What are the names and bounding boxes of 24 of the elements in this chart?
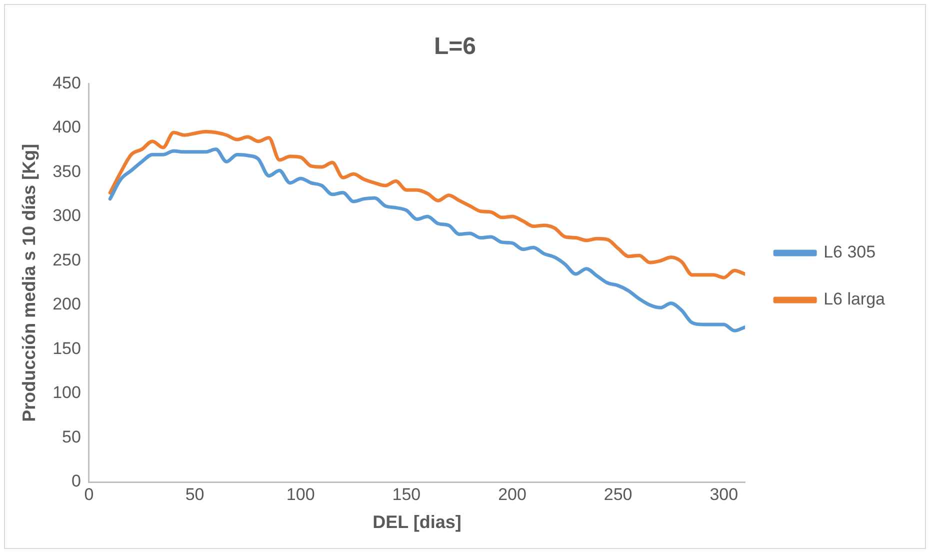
- x-tick-label: 250: [604, 484, 632, 504]
- x-tick-label: 300: [710, 484, 738, 504]
- line-series: [108, 130, 746, 280]
- line-series: [108, 148, 746, 332]
- x-tick-label: 200: [498, 484, 526, 504]
- y-tick-label: 50: [62, 427, 81, 446]
- y-tick-label: 200: [52, 294, 81, 314]
- x-axis-title: DEL [dias]: [372, 512, 462, 532]
- y-tick-label: 0: [71, 472, 81, 491]
- legend-label: L6 larga: [824, 290, 886, 309]
- x-tick-label: 100: [286, 484, 315, 504]
- x-tick-label: 50: [185, 484, 204, 504]
- y-axis-title: Producción media s 10 días [Kg]: [18, 144, 39, 422]
- y-tick-label: 350: [52, 162, 81, 181]
- chart-title: L=6: [434, 33, 476, 60]
- x-tick-label: 0: [84, 484, 94, 504]
- y-tick-label: 100: [52, 383, 81, 402]
- y-tick-label: 300: [52, 206, 81, 226]
- y-tick-label: 250: [52, 250, 81, 270]
- y-tick-label: 150: [52, 338, 81, 358]
- x-tick-label: 150: [392, 484, 421, 504]
- legend-label: L6 305: [824, 242, 876, 262]
- y-tick-label: 400: [52, 118, 81, 137]
- y-tick-label: 450: [52, 73, 81, 92]
